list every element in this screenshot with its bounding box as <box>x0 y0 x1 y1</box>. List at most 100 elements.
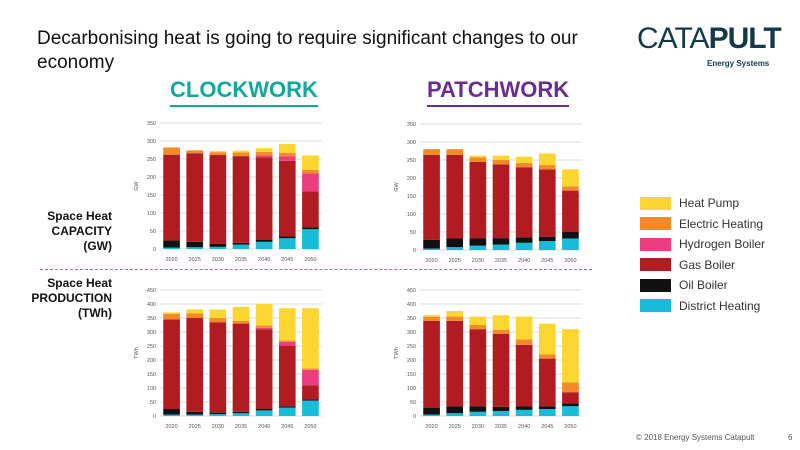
bar-segment <box>515 167 533 238</box>
bar-segment <box>492 155 510 160</box>
bar-segment <box>255 325 273 328</box>
bar-segment <box>562 392 579 404</box>
page-number: 6 <box>788 433 793 442</box>
bar-segment <box>492 333 510 407</box>
y-tick-label: 0 <box>413 248 416 254</box>
y-tick-label: 150 <box>147 372 156 378</box>
legend-item-oil: Oil Boiler <box>640 275 765 296</box>
x-tick-label: 2025 <box>189 424 201 430</box>
y-tick-label: 200 <box>147 358 156 364</box>
bar-segment <box>255 241 273 249</box>
legend-item-electric: Electric Heating <box>640 214 765 235</box>
bar-segment <box>186 411 204 415</box>
bar-segment <box>446 311 464 317</box>
bar-segment <box>538 169 556 237</box>
x-tick-label: 2040 <box>258 257 270 263</box>
bar-segment <box>446 316 464 321</box>
bar-segment <box>209 151 227 153</box>
legend-item-gas: Gas Boiler <box>640 255 765 276</box>
bar-segment <box>278 346 296 407</box>
bar-segment <box>209 414 227 416</box>
bar-segment <box>255 410 273 416</box>
bar-segment <box>423 407 440 415</box>
x-tick-label: 2020 <box>425 258 437 264</box>
x-tick-label: 2020 <box>165 257 177 263</box>
bar-segment <box>492 160 510 165</box>
bar-segment <box>446 238 464 248</box>
bar-segment <box>515 162 533 168</box>
bar-segment <box>278 236 296 239</box>
bar-segment <box>209 412 227 415</box>
catapult-logo: CATAPULT Energy Systems <box>637 22 782 72</box>
x-tick-label: 2035 <box>235 424 247 430</box>
y-tick-label: 100 <box>407 212 416 218</box>
bar-segment <box>209 309 227 318</box>
bar-segment <box>469 157 487 162</box>
y-tick-label: 300 <box>147 139 156 145</box>
bar-segment <box>186 150 204 154</box>
y-tick-label: 250 <box>147 157 156 163</box>
section-divider <box>40 269 592 270</box>
bar-segment <box>302 385 319 400</box>
x-tick-label: 2050 <box>564 258 576 264</box>
y-tick-label: 150 <box>407 194 416 200</box>
legend-label: Gas Boiler <box>679 257 736 272</box>
bar-segment <box>232 320 250 324</box>
chart-patchwork-capacity: 0 50 100 150 200 250 300 350 GW 2020 2025 2030 2035 2… <box>390 118 590 268</box>
y-tick-label: 250 <box>407 344 416 350</box>
bar-segment <box>163 409 180 415</box>
bar-segment <box>163 414 180 416</box>
bar-segment <box>278 152 296 157</box>
y-tick-label: 300 <box>147 330 156 336</box>
bar-segment <box>186 241 204 248</box>
bar-segment <box>469 316 487 325</box>
x-tick-label: 2035 <box>495 258 507 264</box>
bar-segment <box>515 406 533 410</box>
scenario-clockwork-heading: CLOCKWORK <box>170 77 318 107</box>
x-tick-label: 2035 <box>235 257 247 263</box>
x-tick-label: 2020 <box>165 424 177 430</box>
legend-label: Heat Pump <box>679 196 740 211</box>
bar-segment <box>423 316 440 321</box>
bar-segment <box>492 244 510 250</box>
chart-svg: 0 50 100 150 200 250 300 350 400 450 TWh 2020 2025 20… <box>394 288 582 430</box>
x-tick-label: 2025 <box>189 257 201 263</box>
x-tick-label: 2030 <box>212 257 224 263</box>
x-tick-label: 2050 <box>304 257 316 263</box>
bar-segment <box>423 320 440 408</box>
bar-segment <box>469 406 487 412</box>
bar-segment <box>469 238 487 246</box>
bar-segment <box>163 147 180 155</box>
bar-segment <box>538 409 556 416</box>
y-tick-label: 0 <box>153 414 156 420</box>
row-label-capacity: Space Heat CAPACITY (GW) <box>47 209 112 253</box>
y-tick-label: 200 <box>407 176 416 182</box>
x-tick-label: 2045 <box>541 258 553 264</box>
chart-svg: 0 50 100 150 200 250 300 350 GW 2020 2025 2030 2035 2… <box>394 122 582 264</box>
bar-segment <box>209 246 227 249</box>
bar-segment <box>163 240 180 248</box>
y-tick-label: 400 <box>407 302 416 308</box>
bar-segment <box>562 382 579 393</box>
legend-label: District Heating <box>679 298 761 313</box>
bar-segment <box>423 154 440 240</box>
logo-wordmark: CATAPULT <box>637 22 782 55</box>
y-tick-label: 100 <box>147 386 156 392</box>
scenario-patchwork-heading: PATCHWORK <box>427 77 570 107</box>
bar-segment <box>278 238 296 249</box>
bar-segment <box>538 358 556 407</box>
x-tick-label: 2050 <box>304 424 316 430</box>
bar-segment <box>492 406 510 411</box>
legend-swatch <box>640 196 671 210</box>
x-tick-label: 2030 <box>472 424 484 430</box>
x-tick-label: 2045 <box>281 257 293 263</box>
x-tick-label: 2040 <box>258 424 270 430</box>
bar-segment <box>232 411 250 414</box>
bar-segment <box>232 242 250 245</box>
y-tick-label: 250 <box>147 344 156 350</box>
y-tick-label: 0 <box>413 414 416 420</box>
y-tick-label: 450 <box>407 288 416 294</box>
footer-copyright: © 2018 Energy Systems Catapult <box>636 433 755 442</box>
bar-segment <box>278 407 296 416</box>
bar-segment <box>209 318 227 323</box>
